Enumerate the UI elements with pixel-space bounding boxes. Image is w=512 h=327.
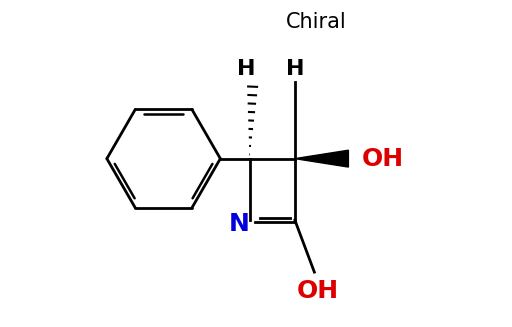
Text: N: N	[229, 212, 249, 236]
Text: H: H	[237, 59, 255, 79]
Polygon shape	[295, 150, 348, 167]
Text: OH: OH	[296, 279, 338, 302]
Text: H: H	[286, 59, 304, 79]
Text: OH: OH	[361, 146, 403, 171]
Text: Chiral: Chiral	[286, 12, 346, 32]
